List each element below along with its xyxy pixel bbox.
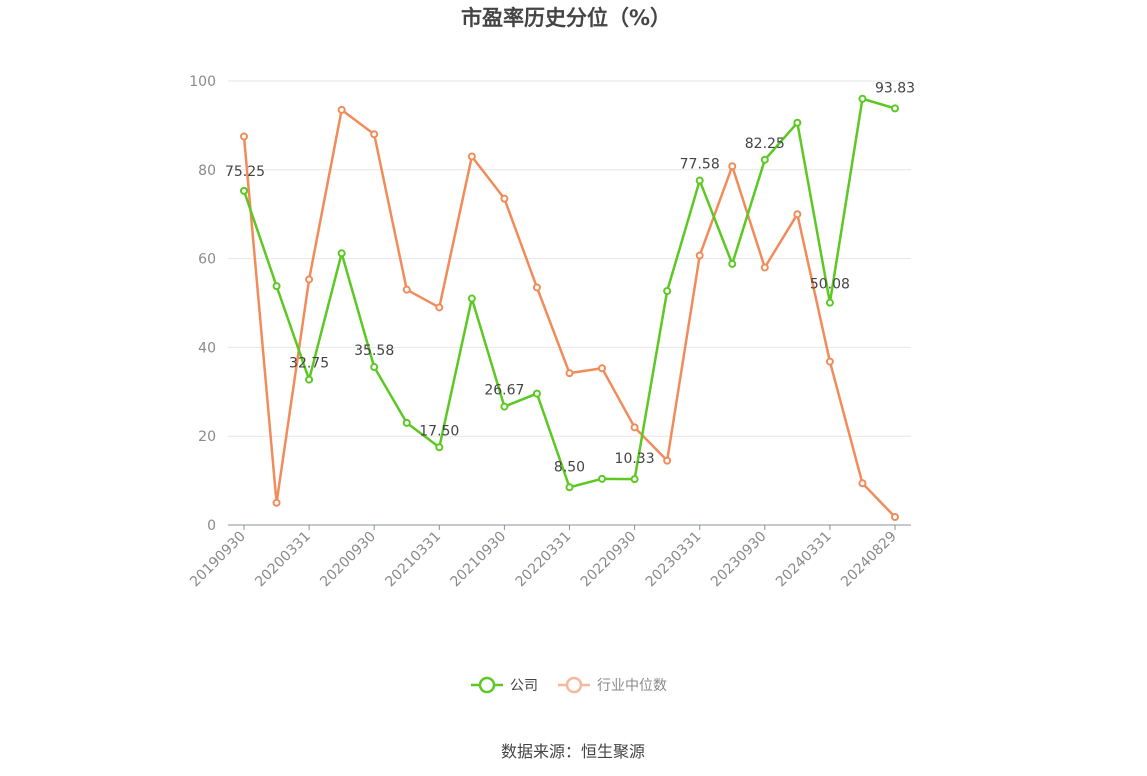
series-line-0: [242, 97, 896, 489]
series-1-point: [532, 283, 541, 292]
series-1-point: [663, 456, 672, 465]
y-tick-label: 40: [198, 340, 216, 356]
x-tick-label: 20230930: [708, 529, 770, 591]
x-tick-label: 20230331: [643, 529, 705, 591]
series-0-point: [402, 418, 411, 427]
series-1-point: [695, 251, 704, 260]
series-1-point: [402, 285, 411, 294]
series-1-point: [435, 303, 444, 312]
series-1-point: [565, 369, 574, 378]
series-1-point: [305, 275, 314, 284]
chart-title: 市盈率历史分位（%）: [461, 6, 671, 30]
legend-item-0[interactable]: 公司: [471, 676, 538, 694]
series-0-point: [630, 475, 639, 484]
y-tick-label: 60: [198, 252, 216, 268]
data-label: 32.75: [289, 356, 329, 372]
series-1-point: [728, 162, 737, 171]
x-tick-label: 20210331: [382, 529, 444, 591]
series-0-point: [793, 118, 802, 127]
series-0-point: [272, 282, 281, 291]
series-0-point: [305, 375, 314, 384]
series-1-point: [630, 423, 639, 432]
series-0-point: [532, 389, 541, 398]
series-0-point: [891, 104, 899, 113]
series-0-point: [500, 402, 509, 411]
series-1-point: [337, 105, 346, 114]
series-1-point: [272, 498, 281, 507]
series-1-point: [891, 513, 899, 522]
data-label: 17.50: [419, 423, 459, 439]
legend-marker: [565, 676, 583, 694]
series-0-point: [565, 483, 574, 492]
legend-label: 公司: [510, 678, 538, 694]
data-label: 77.58: [680, 157, 720, 173]
series-0-point: [435, 443, 444, 452]
series-1-point: [825, 357, 834, 366]
series-1-point: [240, 132, 248, 141]
data-label: 35.58: [354, 343, 394, 359]
x-tick-label: 20240829: [838, 529, 900, 591]
y-tick-label: 80: [198, 163, 216, 179]
data-label: 8.50: [554, 459, 585, 475]
series-0-point: [825, 298, 834, 307]
series-1-point: [500, 194, 509, 203]
series-1-point: [793, 210, 802, 219]
y-tick-label: 100: [189, 74, 216, 90]
legend-marker: [478, 676, 496, 694]
data-label: 50.08: [810, 277, 850, 293]
series-1-point: [858, 479, 867, 488]
y-tick-label: 0: [207, 518, 216, 534]
source-note: 数据来源：恒生聚源: [501, 742, 645, 761]
series-0-point: [467, 294, 476, 303]
series-1-point: [760, 263, 769, 272]
series-0-point: [695, 176, 704, 185]
legend-label: 行业中位数: [597, 678, 667, 694]
series-line-1: [242, 108, 896, 518]
y-tick-label: 20: [198, 429, 216, 445]
data-label: 10.33: [615, 451, 655, 467]
legend-item-1[interactable]: 行业中位数: [558, 676, 667, 694]
x-tick-label: 20200331: [252, 529, 314, 591]
x-tick-label: 20190930: [187, 529, 249, 591]
series-0-point: [240, 186, 248, 195]
x-tick-label: 20220331: [513, 529, 575, 591]
x-tick-label: 20210930: [448, 529, 510, 591]
x-tick-label: 20220930: [578, 529, 640, 591]
series-1-point: [370, 130, 379, 139]
data-label: 93.83: [875, 80, 915, 96]
data-label: 26.67: [484, 383, 524, 399]
series-0-point: [663, 287, 672, 296]
series-0-point: [337, 249, 346, 258]
series-0-point: [728, 259, 737, 268]
grid: [228, 80, 911, 437]
data-label: 82.25: [745, 136, 785, 152]
series-1-point: [598, 364, 607, 373]
series-0-point: [760, 155, 769, 164]
series-0-point: [598, 474, 607, 483]
series-0-point: [370, 363, 379, 372]
data-labels: 75.25 32.75 35.58 17.50 26.67 8.50 10.33 77.58 8…: [225, 80, 915, 475]
series-lines: [240, 94, 899, 522]
series-0-point: [858, 94, 867, 103]
data-label: 75.25: [225, 164, 265, 180]
x-tick-label: 20200930: [317, 529, 379, 591]
series-1-point: [467, 152, 476, 161]
legend: 公司 行业中位数: [471, 676, 667, 694]
x-tick-label: 20240331: [773, 529, 835, 591]
